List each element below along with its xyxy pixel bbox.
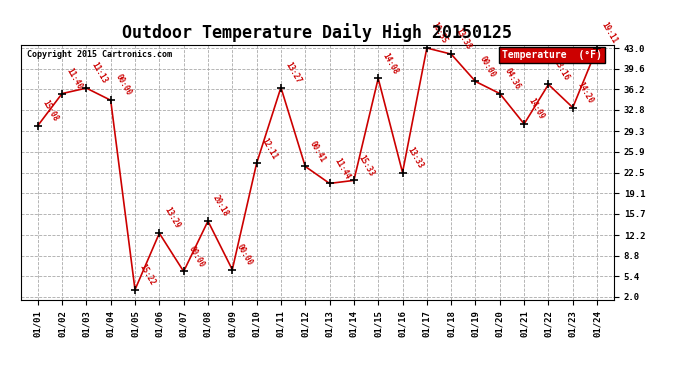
Text: 19:11: 19:11 [600, 21, 619, 45]
Text: 13:16: 13:16 [551, 57, 571, 82]
Text: 13:33: 13:33 [405, 145, 424, 170]
Text: 14:08: 14:08 [381, 51, 400, 76]
Text: Copyright 2015 Cartronics.com: Copyright 2015 Cartronics.com [27, 50, 172, 59]
Text: 12:11: 12:11 [259, 136, 279, 160]
Text: 13:38: 13:38 [454, 27, 473, 51]
Text: 00:00: 00:00 [186, 244, 206, 268]
Text: 15:08: 15:08 [41, 99, 60, 123]
Text: 13:27: 13:27 [284, 60, 303, 85]
Text: 11:13: 11:13 [89, 61, 108, 86]
Text: 15:33: 15:33 [357, 153, 376, 178]
Text: 00:41: 00:41 [308, 139, 327, 164]
Text: 10:55: 10:55 [430, 21, 449, 45]
Title: Outdoor Temperature Daily High 20150125: Outdoor Temperature Daily High 20150125 [122, 23, 513, 42]
Text: 00:00: 00:00 [113, 73, 132, 98]
Text: 00:00: 00:00 [235, 242, 255, 267]
Text: 11:44: 11:44 [333, 156, 352, 181]
Text: 04:36: 04:36 [502, 66, 522, 91]
Text: 15:22: 15:22 [138, 262, 157, 287]
Text: 11:40: 11:40 [65, 66, 84, 91]
Text: Temperature  (°F): Temperature (°F) [502, 50, 602, 60]
Text: 20:18: 20:18 [210, 194, 230, 218]
Text: 00:00: 00:00 [478, 54, 497, 79]
Text: 14:20: 14:20 [575, 80, 595, 105]
Text: 14:09: 14:09 [527, 97, 546, 121]
Text: 13:29: 13:29 [162, 206, 181, 230]
